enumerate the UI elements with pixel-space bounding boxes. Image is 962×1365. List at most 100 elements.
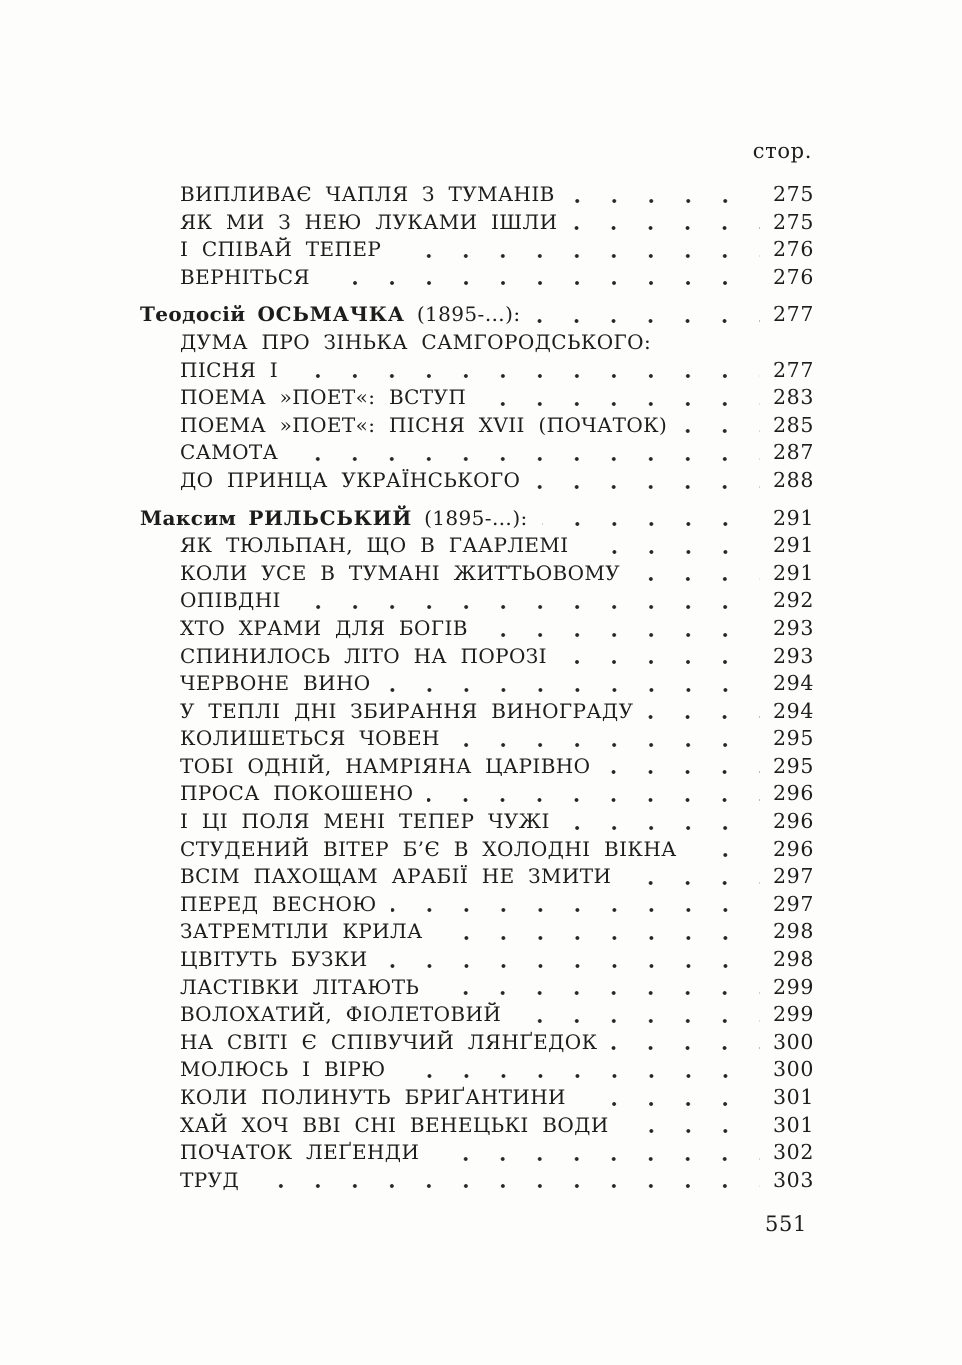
entry-title: ПРОСА ПОКОШЕНО xyxy=(180,781,414,806)
toc-entry-row: ВЕРНІТЬСЯ 276 xyxy=(140,265,814,293)
toc-entry-row: ДО ПРИНЦА УКРАЇНСЬКОГО 288 xyxy=(140,468,814,496)
entry-title: ПЕРЕД ВЕСНОЮ xyxy=(180,891,377,916)
toc-entry-row: СТУДЕНИЙ ВІТЕР Б’Є В ХОЛОДНІ ВІКНА 296 xyxy=(140,837,814,865)
author-years: (1895-…): xyxy=(416,302,521,327)
toc-entry-row: САМОТА 287 xyxy=(140,440,814,468)
entry-page-number: 291 xyxy=(773,560,814,585)
toc-entry-row: ПОЕМА »ПОЕТ«: ПІСНЯ XVII (ПОЧАТОК) 285 xyxy=(140,413,814,441)
dot-leader xyxy=(690,853,760,858)
toc-entry-row: ЗАТРЕМТІЛИ КРИЛА 298 xyxy=(140,919,814,947)
toc-entry-row: ПОЕМА »ПОЕТ«: ВСТУП 283 xyxy=(140,385,814,413)
dot-leader xyxy=(395,253,760,258)
entry-title: ПОЕМА »ПОЕТ«: ВСТУП xyxy=(180,385,467,410)
toc-entry-row: ТОБІ ОДНІЙ, НАМРІЯНА ЦАРІВНО 295 xyxy=(140,754,814,782)
entry-title: КОЛИШЕТЬСЯ ЧОВЕН xyxy=(180,726,440,751)
dot-leader xyxy=(292,456,760,461)
entry-title: ЧЕРВОНЕ ВИНО xyxy=(180,671,371,696)
folio-page-number: 551 xyxy=(765,1212,807,1237)
dot-leader xyxy=(381,963,760,968)
entry-title: ПІСНЯ І xyxy=(180,357,279,382)
entry-page-number: 275 xyxy=(773,182,814,206)
toc-entry-row: ЦВІТУТЬ БУЗКИ 298 xyxy=(140,947,814,975)
toc-entry-row: ТРУД 303 xyxy=(140,1168,814,1196)
entry-page-number: 287 xyxy=(773,440,814,465)
dot-leader xyxy=(294,604,760,609)
dot-leader xyxy=(436,936,760,941)
entry-title: КОЛИ УСЕ В ТУМАНІ ЖИТТЬОВОМУ xyxy=(180,560,621,585)
entry-title: ЦВІТУТЬ БУЗКИ xyxy=(180,947,368,972)
entry-page-number: 301 xyxy=(773,1112,814,1137)
toc-entry-row: ХТО ХРАМИ ДЛЯ БОГІВ 293 xyxy=(140,616,814,644)
toc-entry-row: ДУМА ПРО ЗІНЬКА САМГОРОДСЬКОГО: xyxy=(140,330,814,358)
entry-title: ВЕРНІТЬСЯ xyxy=(180,264,310,289)
entry-title: ПОЧАТОК ЛЕҐЕНДИ xyxy=(180,1140,420,1165)
dot-leader xyxy=(515,1018,760,1023)
dot-leader xyxy=(625,880,760,885)
entry-page-number: 275 xyxy=(773,209,814,234)
entry-title: ПОЕМА »ПОЕТ«: ПІСНЯ XVII (ПОЧАТОК) xyxy=(180,412,668,437)
author-row: Теодосій ОСЬМАЧКА (1895-…): 277 xyxy=(140,302,814,330)
entry-title: СТУДЕНИЙ ВІТЕР Б’Є В ХОЛОДНІ ВІКНА xyxy=(180,836,677,861)
entry-page-number: 295 xyxy=(773,726,814,751)
entry-title: ЯК МИ З НЕЮ ЛУКАМИ ІШЛИ xyxy=(180,209,558,234)
entry-page-number: 293 xyxy=(773,643,814,668)
dot-leader xyxy=(611,1046,760,1051)
author-title: Максим РИЛЬСЬКИЙ (1895-…): xyxy=(140,506,528,530)
toc-entry-row: І СПІВАЙ ТЕПЕР 276 xyxy=(140,237,814,265)
entry-page-number: 296 xyxy=(773,809,814,834)
entry-page-number: 285 xyxy=(773,412,814,437)
dot-leader xyxy=(399,1074,760,1078)
entry-title: ОПІВДНІ xyxy=(180,588,281,613)
author-years: (1895-…): xyxy=(424,505,528,530)
entry-title: ТОБІ ОДНІЙ, НАМРІЯНА ЦАРІВНО xyxy=(180,753,591,778)
dot-leader xyxy=(323,281,760,286)
author-surname: ОСЬМАЧКА xyxy=(257,302,405,327)
entry-page-number: 276 xyxy=(773,264,814,289)
author-first-name: Теодосій xyxy=(140,302,246,327)
entry-page-number: 301 xyxy=(773,1085,814,1109)
entry-title: КОЛИ ПОЛИНУТЬ БРИҐАНТИНИ xyxy=(180,1085,566,1109)
dot-leader xyxy=(604,770,760,775)
toc-entry-row: ОПІВДНІ 292 xyxy=(140,588,814,616)
entry-title: І СПІВАЙ ТЕПЕР xyxy=(180,237,382,262)
author-row: Максим РИЛЬСЬКИЙ (1895-…): 291 xyxy=(140,506,814,534)
entry-page-number: 294 xyxy=(773,671,814,696)
entry-title: ВОЛОХАТИЙ, ФІОЛЕТОВИЙ xyxy=(180,1002,502,1027)
dot-leader xyxy=(292,374,760,379)
toc-entry-row: КОЛИ ПОЛИНУТЬ БРИҐАНТИНИ 301 xyxy=(140,1085,814,1113)
entry-page-number: 302 xyxy=(773,1140,814,1165)
dot-leader xyxy=(480,401,760,406)
entry-title: ЛАСТІВКИ ЛІТАЮТЬ xyxy=(180,974,420,999)
toc-entry-row: СПИНИЛОСЬ ЛІТО НА ПОРОЗІ 293 xyxy=(140,644,814,672)
entry-title: ВИПЛИВАЄ ЧАПЛЯ З ТУМАНІВ xyxy=(180,182,555,206)
entry-page-number: 276 xyxy=(773,237,814,262)
toc-entry-row: КОЛИ УСЕ В ТУМАНІ ЖИТТЬОВОМУ 291 xyxy=(140,561,814,589)
dot-leader xyxy=(390,908,760,913)
entry-title: ДО ПРИНЦА УКРАЇНСЬКОГО xyxy=(180,467,521,492)
dot-leader xyxy=(534,318,760,323)
toc-entry-row: ПОЧАТОК ЛЕҐЕНДИ 302 xyxy=(140,1140,814,1168)
entry-page-number: 291 xyxy=(773,505,814,530)
entry-title: ДУМА ПРО ЗІНЬКА САМГОРОДСЬКОГО: xyxy=(180,329,652,354)
entry-title: ЗАТРЕМТІЛИ КРИЛА xyxy=(180,919,423,944)
entry-page-number: 277 xyxy=(773,302,814,327)
entry-title: НА СВІТІ Є СПІВУЧИЙ ЛЯНҐЕДОК xyxy=(180,1029,598,1054)
toc-entry-row: ПРОСА ПОКОШЕНО 296 xyxy=(140,781,814,809)
dot-leader xyxy=(384,687,760,692)
toc-content: стор. ВИПЛИВАЄ ЧАПЛЯ З ТУМАНІВ 275 ЯК МИ… xyxy=(140,140,814,1236)
dot-leader xyxy=(582,549,760,554)
entry-title: ХТО ХРАМИ ДЛЯ БОГІВ xyxy=(180,615,468,640)
toc-entry-row: ЛАСТІВКИ ЛІТАЮТЬ 299 xyxy=(140,975,814,1003)
entry-title: ВСІМ ПАХОЩАМ АРАБІЇ НЕ ЗМИТИ xyxy=(180,864,612,889)
toc-entry-row: ЯК ТЮЛЬПАН, ЩО В ГААРЛЕМІ 291 xyxy=(140,533,814,561)
dot-leader xyxy=(568,198,760,203)
dot-leader xyxy=(481,632,760,637)
entry-page-number: 283 xyxy=(773,385,814,410)
toc: ВИПЛИВАЄ ЧАПЛЯ З ТУМАНІВ 275 ЯК МИ З НЕЮ… xyxy=(140,182,814,1195)
dot-leader xyxy=(622,1129,760,1134)
dot-leader xyxy=(253,1184,760,1189)
entry-page-number: 298 xyxy=(773,919,814,944)
entry-page-number: 292 xyxy=(773,588,814,613)
entry-page-number: 297 xyxy=(773,891,814,916)
